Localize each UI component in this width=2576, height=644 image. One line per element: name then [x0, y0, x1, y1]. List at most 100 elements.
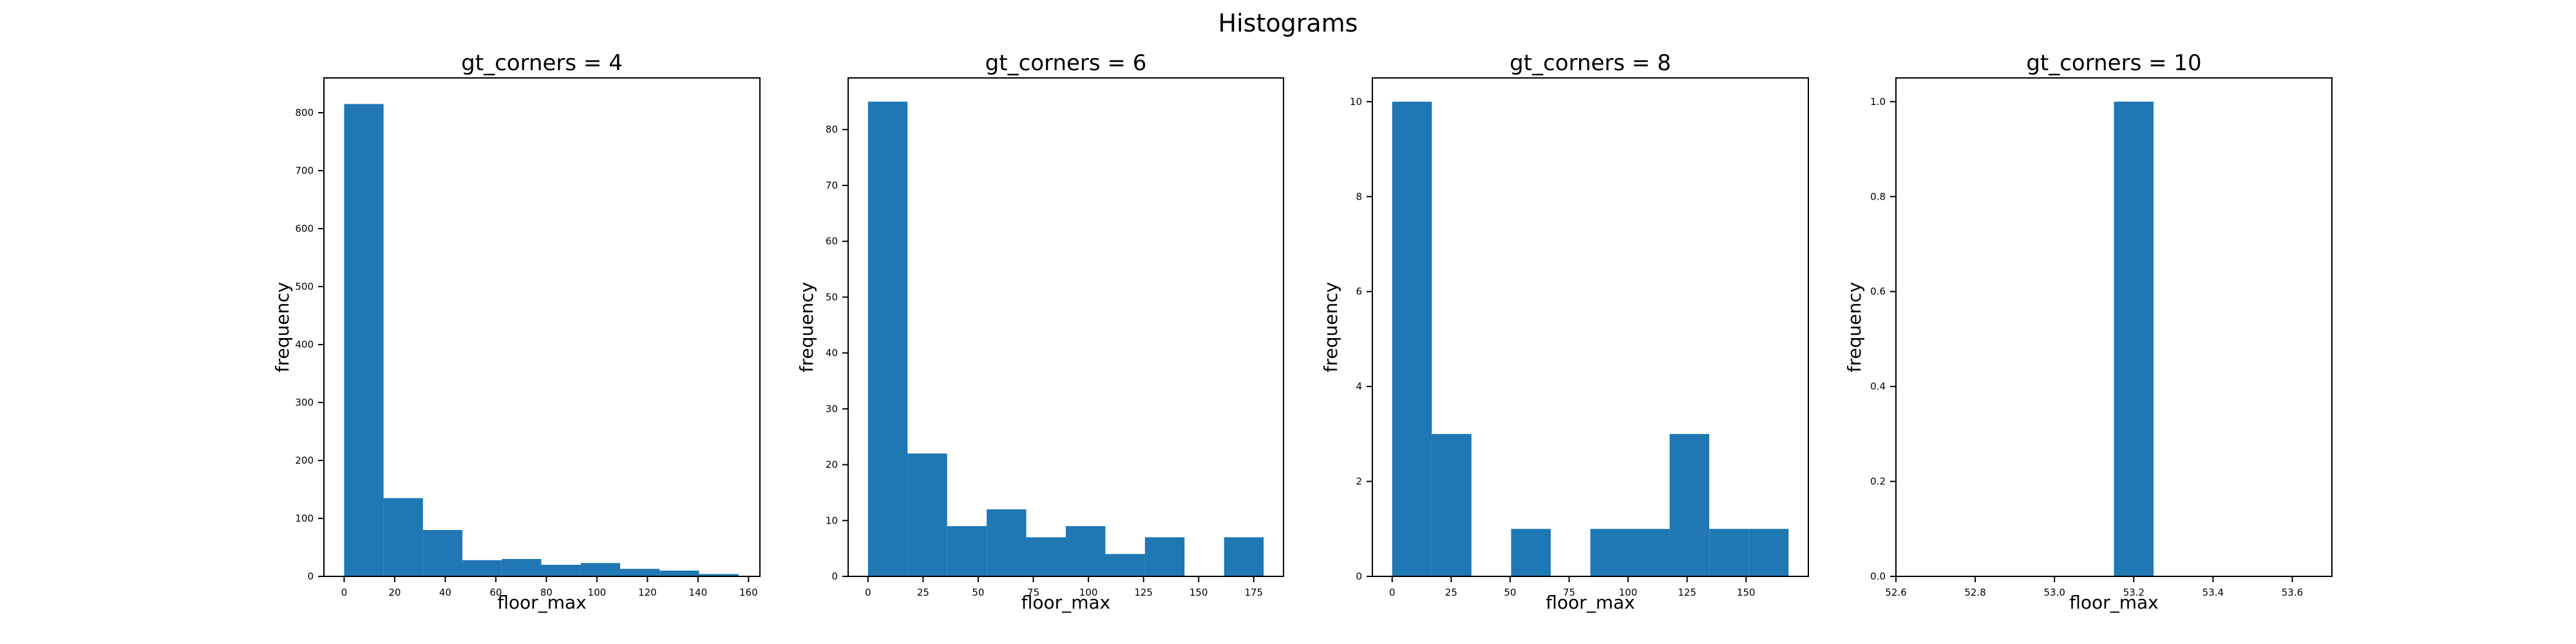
histogram-bar	[947, 526, 987, 576]
y-tick-label: 0.6	[1870, 286, 1886, 298]
x-tick-label: 80	[540, 587, 553, 598]
x-tick-label: 100	[1619, 587, 1638, 598]
histogram-bar	[1066, 526, 1106, 576]
y-tick-label: 200	[295, 455, 314, 466]
x-tick-label: 120	[638, 587, 657, 598]
x-tick-label: 75	[1563, 587, 1575, 598]
subplot-title: gt_corners = 6	[985, 50, 1147, 76]
y-tick-label: 0.8	[1870, 191, 1886, 202]
x-tick-label: 125	[1134, 587, 1153, 598]
y-tick-label: 8	[1356, 191, 1362, 202]
histogram-bar	[620, 569, 660, 576]
x-tick-label: 175	[1244, 587, 1263, 598]
y-tick-label: 0	[307, 571, 314, 582]
histogram-bar	[1748, 529, 1789, 576]
y-tick-label: 30	[826, 403, 838, 415]
y-tick-label: 500	[295, 281, 314, 292]
histogram-bar	[867, 101, 908, 576]
y-axis-label: frequency	[272, 282, 293, 372]
subplot-3: 0 25 50 75 100 125 150 0 2 4 6 8 10 gt_corners = 8 flo…	[1320, 50, 1809, 613]
histogram-bar	[987, 509, 1027, 576]
y-tick-label: 600	[295, 223, 314, 234]
subplot-4: 52.6 52.8 53.0 53.2 53.4 53.6 0.0 0.2 0.4 0.6 0.8 1…	[1844, 50, 2333, 613]
x-axis-label: floor_max	[2069, 592, 2158, 613]
x-tick-label: 52.6	[1885, 587, 1906, 598]
y-tick-label: 60	[826, 236, 838, 247]
x-tick-label: 20	[388, 587, 401, 598]
y-tick-label: 100	[295, 513, 314, 524]
y-tick-label: 20	[826, 459, 838, 471]
x-tick-label: 150	[1737, 587, 1756, 598]
histogram-bar	[383, 498, 423, 576]
histogram-bar	[1590, 529, 1631, 576]
x-tick-label: 0	[341, 587, 348, 598]
x-tick-label: 52.8	[1964, 587, 1985, 598]
x-axis-label: floor_max	[1021, 592, 1110, 613]
y-tick-label: 4	[1356, 381, 1362, 392]
subplot-1: 0 20 40 60 80 100 120 140 160 0 100 200 300 400 500 600…	[272, 50, 761, 613]
histogram-bar	[1026, 537, 1066, 576]
y-tick-label: 800	[295, 107, 314, 118]
y-tick-label: 300	[295, 397, 314, 408]
subplot-title: gt_corners = 4	[461, 50, 623, 76]
y-tick-label: 50	[826, 291, 838, 303]
x-tick-label: 150	[1189, 587, 1208, 598]
y-axis-label: frequency	[1844, 282, 1865, 372]
x-tick-label: 125	[1678, 587, 1696, 598]
y-tick-label: 6	[1356, 286, 1362, 298]
histogram-bar	[541, 565, 581, 576]
histogram-bar	[344, 104, 384, 576]
x-tick-label: 25	[917, 587, 929, 598]
x-tick-label: 0	[865, 587, 871, 598]
histogram-bar	[1224, 537, 1264, 576]
y-tick-label: 40	[826, 347, 838, 359]
axes-frame	[1372, 77, 1809, 577]
x-tick-label: 40	[439, 587, 451, 598]
y-tick-label: 80	[826, 124, 838, 135]
histogram-bar	[1669, 433, 1710, 576]
x-axis-label: floor_max	[497, 592, 586, 613]
x-tick-label: 53.6	[2282, 587, 2303, 598]
subplot-title: gt_corners = 8	[1510, 50, 1671, 76]
y-axis-label: frequency	[1320, 282, 1341, 372]
x-tick-label: 75	[1027, 587, 1039, 598]
histogram-bar	[2114, 101, 2154, 576]
histogram-bar	[1511, 529, 1551, 576]
histogram-bar	[502, 559, 542, 576]
axes-frame	[848, 77, 1284, 577]
y-tick-label: 0.0	[1870, 571, 1886, 582]
histogram-bar	[699, 574, 739, 576]
subplot-title: gt_corners = 10	[2026, 50, 2201, 76]
y-tick-label: 70	[826, 180, 838, 191]
y-tick-label: 400	[295, 339, 314, 350]
y-axis-label: frequency	[796, 282, 817, 372]
y-tick-label: 0.4	[1870, 381, 1886, 392]
y-tick-label: 2	[1356, 476, 1362, 488]
histogram-bar	[1392, 101, 1432, 576]
y-tick-label: 0.2	[1870, 476, 1886, 488]
histogram-bar	[1432, 433, 1472, 576]
histogram-bar	[907, 453, 947, 576]
x-tick-label: 100	[588, 587, 607, 598]
histogram-bar	[1630, 529, 1670, 576]
histogram-bar	[1709, 529, 1749, 576]
x-tick-label: 25	[1445, 587, 1457, 598]
x-tick-label: 53.0	[2043, 587, 2065, 598]
x-tick-label: 140	[689, 587, 708, 598]
y-tick-label: 0	[831, 571, 838, 582]
histogram-bar	[462, 560, 502, 576]
x-axis-label: floor_max	[1546, 592, 1634, 613]
histogram-bar	[1105, 554, 1145, 576]
x-tick-label: 160	[739, 587, 758, 598]
axes-frame	[1895, 77, 2333, 577]
x-tick-label: 50	[972, 587, 984, 598]
y-tick-label: 10	[826, 515, 838, 526]
histogram-bar	[422, 530, 463, 576]
histogram-bar	[1144, 537, 1185, 576]
x-tick-label: 53.2	[2123, 587, 2145, 598]
y-tick-label: 10	[1350, 96, 1362, 108]
histogram-bar	[659, 571, 699, 576]
y-tick-label: 0	[1356, 571, 1362, 582]
x-tick-label: 60	[489, 587, 502, 598]
